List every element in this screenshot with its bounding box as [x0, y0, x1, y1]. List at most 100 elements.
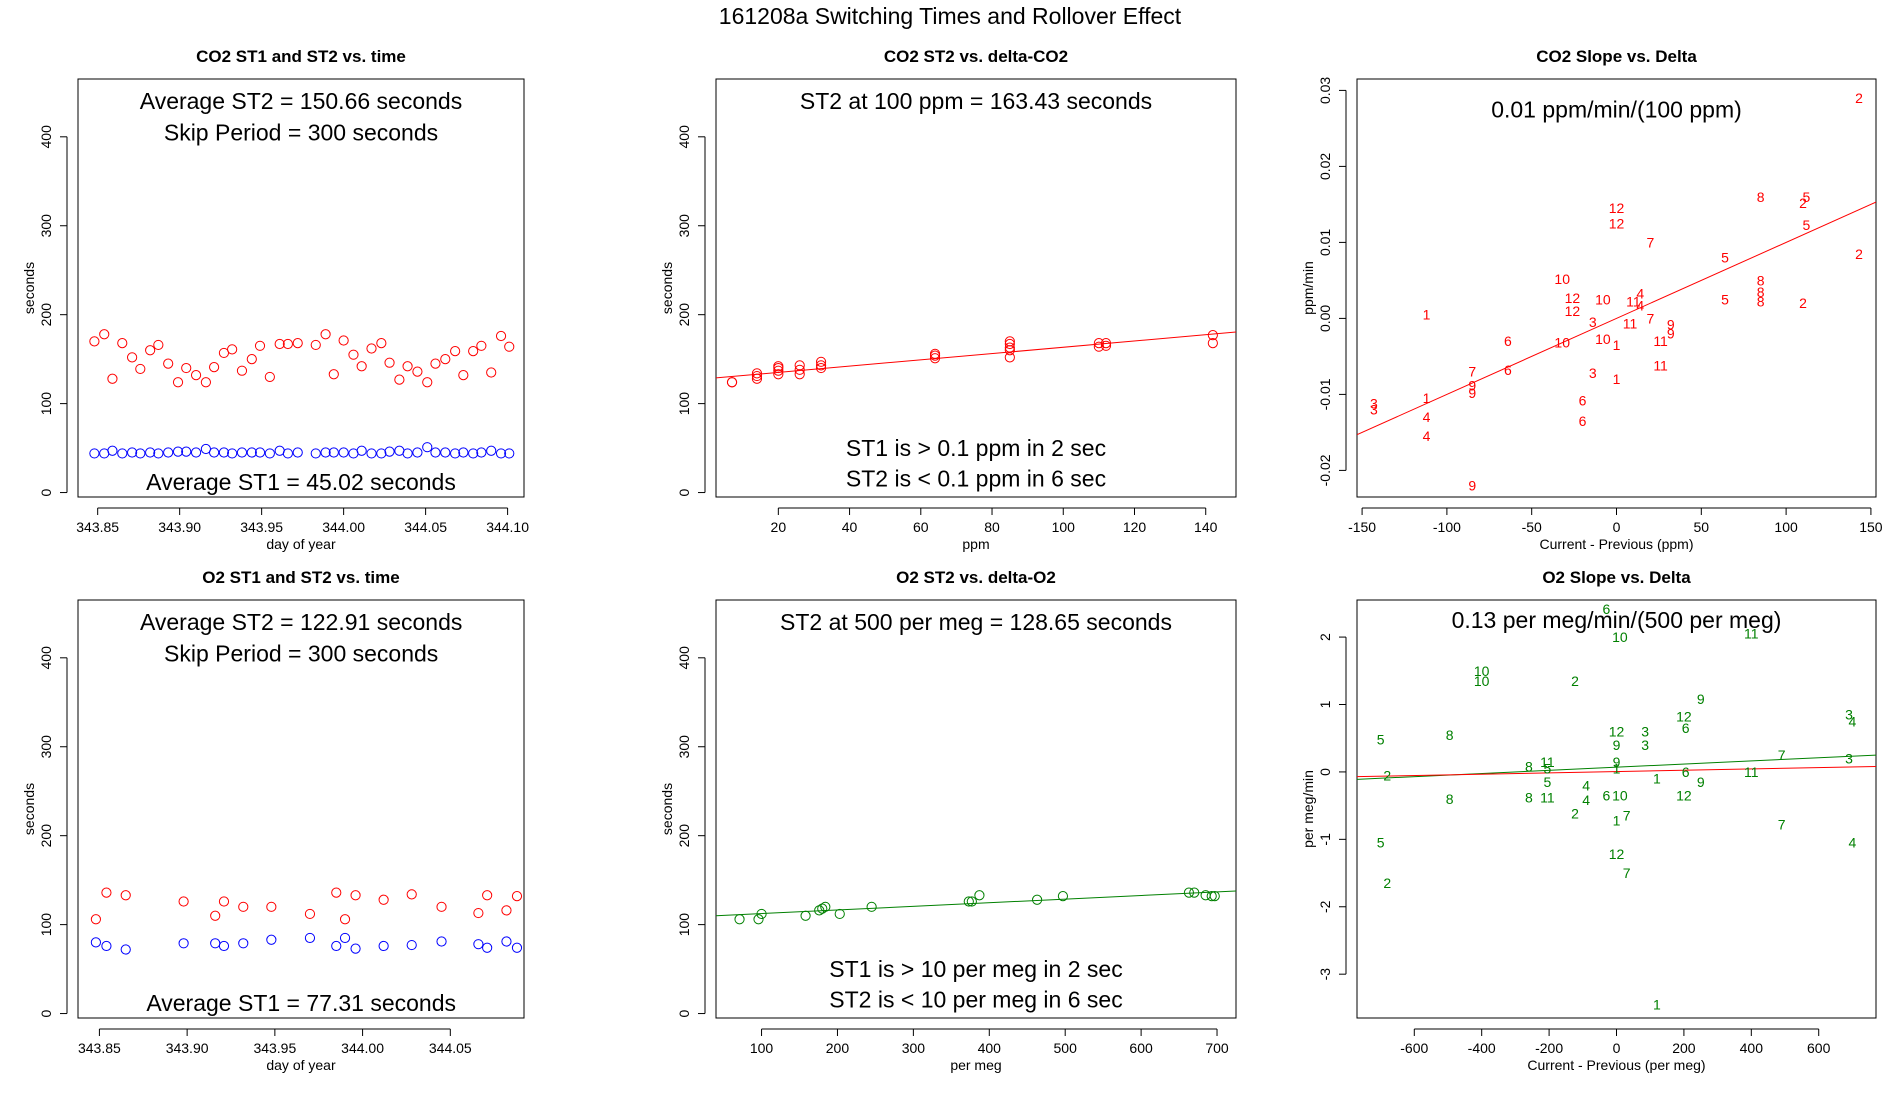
data-point: [127, 352, 138, 363]
data-point: [350, 890, 361, 901]
data-point: [820, 901, 831, 912]
annotation: ST2 is < 0.1 ppm in 6 sec: [846, 465, 1106, 491]
panel-co2_slope: CO2 Slope vs. Delta -150 -100 -50 0 50 100 150 C…: [1300, 47, 1883, 552]
point-label: 11: [1653, 358, 1668, 374]
data-point: [338, 447, 349, 458]
data-point: [304, 908, 316, 920]
data-point: [726, 377, 738, 388]
data-point: [117, 338, 128, 349]
point-label: 6: [1504, 333, 1512, 349]
point-label: 12: [1565, 303, 1581, 319]
x-tick-label: 344.00: [322, 519, 365, 535]
data-point: [90, 914, 101, 925]
data-point: [1057, 891, 1069, 902]
annotation: 0.01 ppm/min/(100 ppm): [1491, 96, 1742, 122]
series-ST2: [89, 329, 515, 388]
x-axis: 343.85 343.90 343.95 344.00 344.05 day of yea…: [78, 1028, 472, 1073]
y-tick-label: -2: [1317, 900, 1333, 913]
point-label: 7: [1778, 747, 1786, 763]
y-axis-label: ppm/min: [1300, 261, 1316, 315]
data-point: [356, 361, 367, 372]
series-ST2: [90, 887, 523, 925]
point-label: 9: [1667, 316, 1675, 332]
point-label: 12: [1609, 215, 1625, 231]
point-label: 1: [1613, 371, 1621, 387]
point-label: 3: [1370, 402, 1378, 418]
x-tick-label: 343.85: [78, 1040, 121, 1056]
data-point: [227, 344, 238, 355]
y-axis: 0 100 200 300 400 seconds: [21, 646, 68, 1017]
data-point: [378, 894, 389, 905]
point-label: 8: [1757, 284, 1765, 300]
plot-frame: [77, 78, 525, 498]
data-point: [422, 377, 433, 388]
data-point: [814, 905, 825, 916]
point-label: 3: [1845, 707, 1853, 723]
data-point: [89, 336, 100, 347]
annotation: Average ST1 = 77.31 seconds: [146, 990, 456, 1016]
annotation: ST2 is < 10 per meg in 6 sec: [829, 986, 1122, 1012]
point-label: 6: [1682, 764, 1690, 780]
data-point: [120, 944, 131, 955]
point-label: 6: [1504, 362, 1512, 378]
point-label: 3: [1641, 723, 1649, 739]
data-point: [218, 896, 230, 907]
point-label: 10: [1612, 629, 1628, 645]
data-point: [394, 374, 405, 385]
y-tick-label: -0.02: [1317, 454, 1333, 486]
point-label: 2: [1383, 767, 1391, 783]
data-point: [402, 361, 413, 372]
data-point: [264, 448, 275, 459]
point-label: 1: [1613, 761, 1621, 777]
data-point: [929, 353, 941, 364]
x-axis-label: Current - Previous (ppm): [1539, 536, 1693, 552]
data-point: [236, 447, 248, 458]
x-axis-label: day of year: [266, 536, 336, 552]
data-point: [402, 448, 413, 459]
data-point: [430, 447, 441, 458]
y-tick-label: 400: [676, 646, 692, 670]
y-tick-label: 400: [38, 646, 54, 670]
data-point: [107, 373, 118, 384]
point-label: 11: [1744, 764, 1759, 780]
x-axis-label: Current - Previous (per meg): [1527, 1057, 1705, 1073]
data-point: [436, 901, 447, 912]
y-tick-label: 100: [676, 913, 692, 937]
x-tick-label: -50: [1522, 519, 1542, 535]
x-tick-label: 0: [1613, 1040, 1621, 1056]
data-point: [815, 360, 827, 371]
y-tick-label: 200: [676, 303, 692, 327]
point-label: 3: [1641, 737, 1649, 753]
data-point: [101, 940, 112, 952]
data-point: [120, 890, 131, 901]
point-label: 12: [1609, 723, 1625, 739]
data-point: [406, 889, 417, 900]
x-axis-label: ppm: [962, 536, 989, 552]
data-point: [501, 905, 512, 916]
annotation: Skip Period = 300 seconds: [164, 640, 438, 666]
point-label: 5: [1721, 291, 1729, 307]
data-point: [181, 446, 192, 457]
data-point: [751, 370, 763, 382]
point-label: 5: [1803, 217, 1811, 233]
y-tick-label: 400: [676, 125, 692, 149]
data-point: [1100, 340, 1112, 351]
point-label: 12: [1676, 788, 1692, 804]
data-point: [376, 338, 387, 349]
data-point: [773, 369, 784, 380]
figure-title: 161208a Switching Times and Rollover Eff…: [719, 3, 1182, 29]
data-point: [238, 901, 249, 912]
panel-title: O2 ST1 and ST2 vs. time: [202, 568, 399, 587]
annotation: ST1 is > 10 per meg in 2 sec: [829, 956, 1122, 982]
point-label: 9: [1613, 754, 1621, 770]
point-label: 1: [1653, 997, 1661, 1013]
y-tick-label: -0.01: [1317, 378, 1333, 410]
data-point: [773, 361, 784, 372]
y-tick-label: 1: [1317, 700, 1333, 708]
data-point: [376, 448, 387, 459]
point-label: 8: [1525, 790, 1533, 806]
data-point: [468, 346, 479, 357]
data-point: [504, 341, 515, 352]
data-point: [304, 932, 316, 944]
